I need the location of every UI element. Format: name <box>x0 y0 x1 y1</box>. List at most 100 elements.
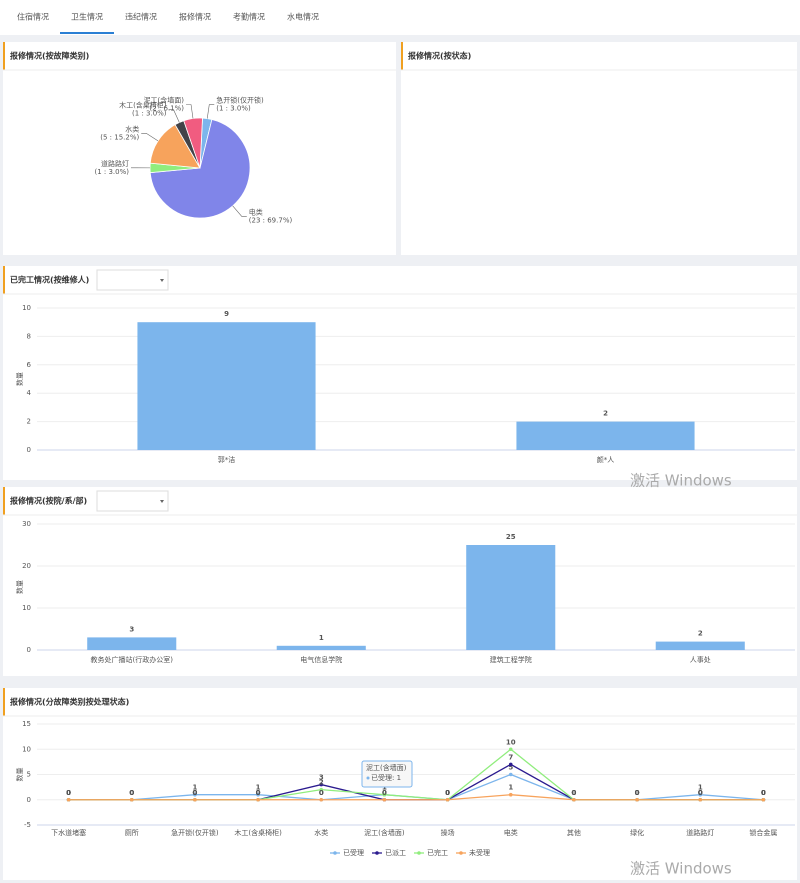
point-value-label: 0 <box>761 789 766 797</box>
bar-value-label: 1 <box>319 634 324 642</box>
series-point <box>508 762 513 767</box>
series-point <box>382 797 387 802</box>
y-tick-label: 20 <box>22 562 31 570</box>
x-tick-label: 泥工(含墙面) <box>364 828 405 837</box>
legend-label[interactable]: 已完工 <box>427 848 448 857</box>
point-value-label: 1 <box>382 784 387 792</box>
series-point <box>572 797 576 802</box>
bar <box>87 637 177 650</box>
tab[interactable]: 水电情况 <box>287 12 319 22</box>
series-point <box>761 797 766 802</box>
y-tick-label: 0 <box>27 646 31 654</box>
pie-value-label: (1 : 3.0%) <box>132 110 167 118</box>
x-tick-label: 操场 <box>441 828 455 837</box>
point-value-label: 0 <box>571 789 576 797</box>
panel-title: 报修情况(按状态) <box>408 51 471 61</box>
x-tick-label: 急开锁(仅开锁) <box>171 828 219 837</box>
x-tick-label: 下水道堵塞 <box>51 828 86 837</box>
point-value-label: 0 <box>698 789 703 797</box>
point-value-label: 0 <box>382 789 387 797</box>
legend-symbol <box>375 851 379 855</box>
point-value-label: 3 <box>319 774 324 782</box>
x-tick-label: 绿化 <box>630 828 644 837</box>
legend-symbol <box>333 851 337 855</box>
y-axis-label: 数量 <box>15 580 24 594</box>
y-tick-label: 30 <box>22 520 31 528</box>
point-value-label: 1 <box>192 784 197 792</box>
label-connector <box>168 109 180 123</box>
y-tick-label: 5 <box>27 771 31 779</box>
x-tick-label: 郭*洁 <box>218 455 236 464</box>
point-value-label: 0 <box>66 789 71 797</box>
watermark: 激活 Windows <box>630 472 732 490</box>
point-value-label: 0 <box>129 789 134 797</box>
series-point <box>319 797 324 802</box>
series-point <box>508 747 513 752</box>
x-tick-label: 木工(含桌椅柜) <box>234 828 282 837</box>
point-value-label: 5 <box>508 764 513 772</box>
panel-accent <box>3 42 5 70</box>
bar-value-label: 3 <box>129 625 134 633</box>
x-tick-label: 人事处 <box>690 655 711 664</box>
tab[interactable]: 卫生情况 <box>71 12 103 22</box>
point-value-label: 0 <box>445 789 450 797</box>
series-point <box>445 797 450 802</box>
legend-label[interactable]: 已派工 <box>385 849 406 857</box>
y-tick-label: 0 <box>27 446 31 454</box>
y-axis-label: 数量 <box>15 768 24 782</box>
point-value-label: 0 <box>571 789 576 797</box>
point-value-label: 0 <box>445 789 450 797</box>
bar <box>655 641 745 650</box>
bar-value-label: 2 <box>603 410 608 418</box>
panel-title: 报修情况(按院/系/部) <box>10 496 87 506</box>
legend-symbol <box>417 851 421 855</box>
tab[interactable]: 考勤情况 <box>233 12 265 22</box>
panel-accent <box>3 688 5 716</box>
dropdown[interactable] <box>96 490 169 512</box>
pie-value-label: (1 : 3.0%) <box>216 105 251 113</box>
point-value-label: 0 <box>319 789 324 797</box>
y-tick-label: 10 <box>22 745 31 753</box>
panel-title: 已完工情况(按维修人) <box>10 275 89 285</box>
point-value-label: 0 <box>761 789 766 797</box>
legend-label[interactable]: 已受理 <box>343 848 364 857</box>
series-point <box>698 797 703 802</box>
bar-value-label: 25 <box>506 533 516 541</box>
point-value-label: 0 <box>382 789 387 797</box>
tab[interactable]: 违纪情况 <box>125 12 157 22</box>
pie-value-label: (2 : 6.1%) <box>150 105 185 113</box>
series-point <box>129 797 134 802</box>
point-value-label: 2 <box>319 779 324 787</box>
pie-slice <box>149 124 201 169</box>
legend-label[interactable]: 未受理 <box>469 848 490 857</box>
series-point <box>319 787 324 792</box>
pie-label: 电类 <box>249 207 263 216</box>
pie-label: 泥工(含墙面) <box>144 96 185 105</box>
label-connector <box>206 104 215 119</box>
series-line <box>68 794 764 801</box>
tab[interactable]: 报修情况 <box>179 12 211 22</box>
point-value-label: 0 <box>129 789 134 797</box>
point-value-label: 0 <box>192 789 197 797</box>
point-value-label: 0 <box>256 789 261 797</box>
pie-label: 急开锁(仅开锁) <box>216 96 264 105</box>
tooltip-marker <box>366 776 370 780</box>
point-value-label: 0 <box>571 789 576 797</box>
panel-title: 报修情况(按故障类别) <box>10 51 89 61</box>
x-tick-label: 厕所 <box>125 828 139 837</box>
tab[interactable]: 住宿情况 <box>17 12 49 22</box>
point-value-label: 0 <box>698 789 703 797</box>
y-axis-label: 数量 <box>15 372 24 386</box>
point-value-label: 0 <box>192 789 197 797</box>
pie-value-label: (23 : 69.7%) <box>249 216 293 224</box>
point-value-label: 0 <box>635 789 640 797</box>
series-point <box>256 792 260 797</box>
point-value-label: 0 <box>256 789 261 797</box>
point-value-label: 0 <box>761 789 766 797</box>
pie-label: 木工(含桌椅柜) <box>119 101 167 110</box>
x-tick-label: 其他 <box>567 828 581 837</box>
tooltip-title: 泥工(含墙面) <box>366 763 407 772</box>
panel-title: 报修情况(分故障类别按处理状态) <box>10 697 129 707</box>
dropdown[interactable] <box>96 269 169 291</box>
pie-value-label: (5 : 15.2%) <box>100 133 139 141</box>
